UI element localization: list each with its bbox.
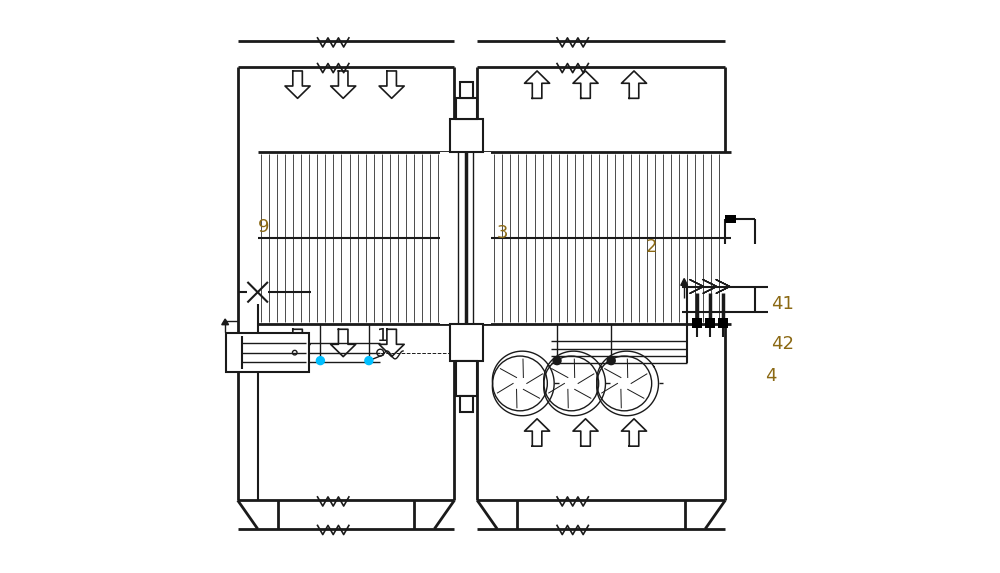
- Circle shape: [316, 356, 324, 364]
- Text: 41: 41: [771, 295, 794, 313]
- Polygon shape: [716, 280, 730, 293]
- Polygon shape: [703, 280, 717, 293]
- Bar: [692, 319, 702, 328]
- Text: 4: 4: [765, 367, 777, 384]
- Text: 9: 9: [258, 218, 269, 236]
- Bar: [450, 119, 483, 152]
- Bar: [440, 152, 491, 324]
- Bar: [460, 82, 473, 98]
- Bar: [456, 360, 477, 396]
- Text: 1: 1: [377, 327, 389, 345]
- Bar: [450, 324, 483, 360]
- Circle shape: [365, 356, 373, 364]
- Text: 2: 2: [645, 238, 657, 256]
- Bar: [725, 215, 736, 223]
- Bar: [460, 396, 473, 412]
- Bar: [226, 333, 309, 372]
- Polygon shape: [222, 319, 229, 325]
- Circle shape: [607, 356, 615, 364]
- Bar: [258, 152, 731, 324]
- Text: 42: 42: [771, 335, 794, 353]
- Bar: [705, 319, 715, 328]
- Bar: [456, 98, 477, 119]
- Polygon shape: [681, 278, 688, 285]
- Bar: [718, 319, 728, 328]
- Circle shape: [553, 356, 561, 364]
- Polygon shape: [690, 280, 704, 293]
- Text: 3: 3: [497, 224, 509, 242]
